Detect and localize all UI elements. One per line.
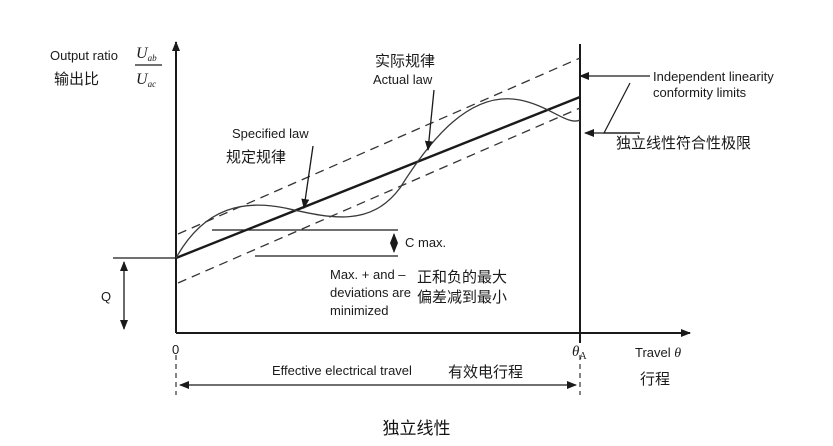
figure-caption: 独立线性 [382, 419, 451, 439]
specified-law-label-en: Specified law [232, 126, 309, 141]
deviation-label-cn-1: 正和负的最大 [417, 268, 507, 286]
limits-label-en-1: Independent linearity [653, 69, 774, 84]
actual-law-pointer [424, 89, 435, 151]
actual-law-label-en: Actual law [373, 72, 433, 87]
upper-limit-line [177, 57, 581, 235]
travel-label-en: Effective electrical travel [272, 363, 412, 378]
limits-pointer-bracket [603, 82, 640, 134]
q-label: Q [101, 289, 111, 304]
deviation-label-en-2: deviations are [330, 285, 411, 300]
deviation-label-cn-2: 偏差减到最小 [417, 288, 507, 306]
limits-label-en-2: conformity limits [653, 85, 747, 100]
y-axis-label-cn: 输出比 [54, 70, 99, 88]
actual-law-curve [175, 98, 581, 259]
x-axis-label-cn: 行程 [640, 370, 670, 388]
specified-law-label-cn: 规定规律 [226, 148, 286, 166]
specified-law-line [175, 95, 581, 260]
x-axis-label-en: Travel θ [635, 345, 681, 361]
lower-limit-line [177, 107, 581, 284]
y-axis-label-en: Output ratio [50, 48, 118, 63]
deviation-label-en-3: minimized [330, 303, 389, 318]
c-max-label: C max. [405, 235, 446, 250]
specified-law-pointer [301, 145, 314, 209]
origin-label: 0 [172, 342, 179, 357]
theta-a-label: θA [572, 344, 587, 362]
deviation-label-en-1: Max. + and – [330, 267, 406, 282]
y-axis-numerator: Uab [136, 45, 157, 63]
travel-label-cn: 有效电行程 [448, 363, 523, 381]
y-axis-denominator: Uac [136, 71, 156, 89]
actual-law-label-cn: 实际规律 [375, 52, 435, 70]
limits-label-cn: 独立线性符合性极限 [616, 134, 751, 152]
